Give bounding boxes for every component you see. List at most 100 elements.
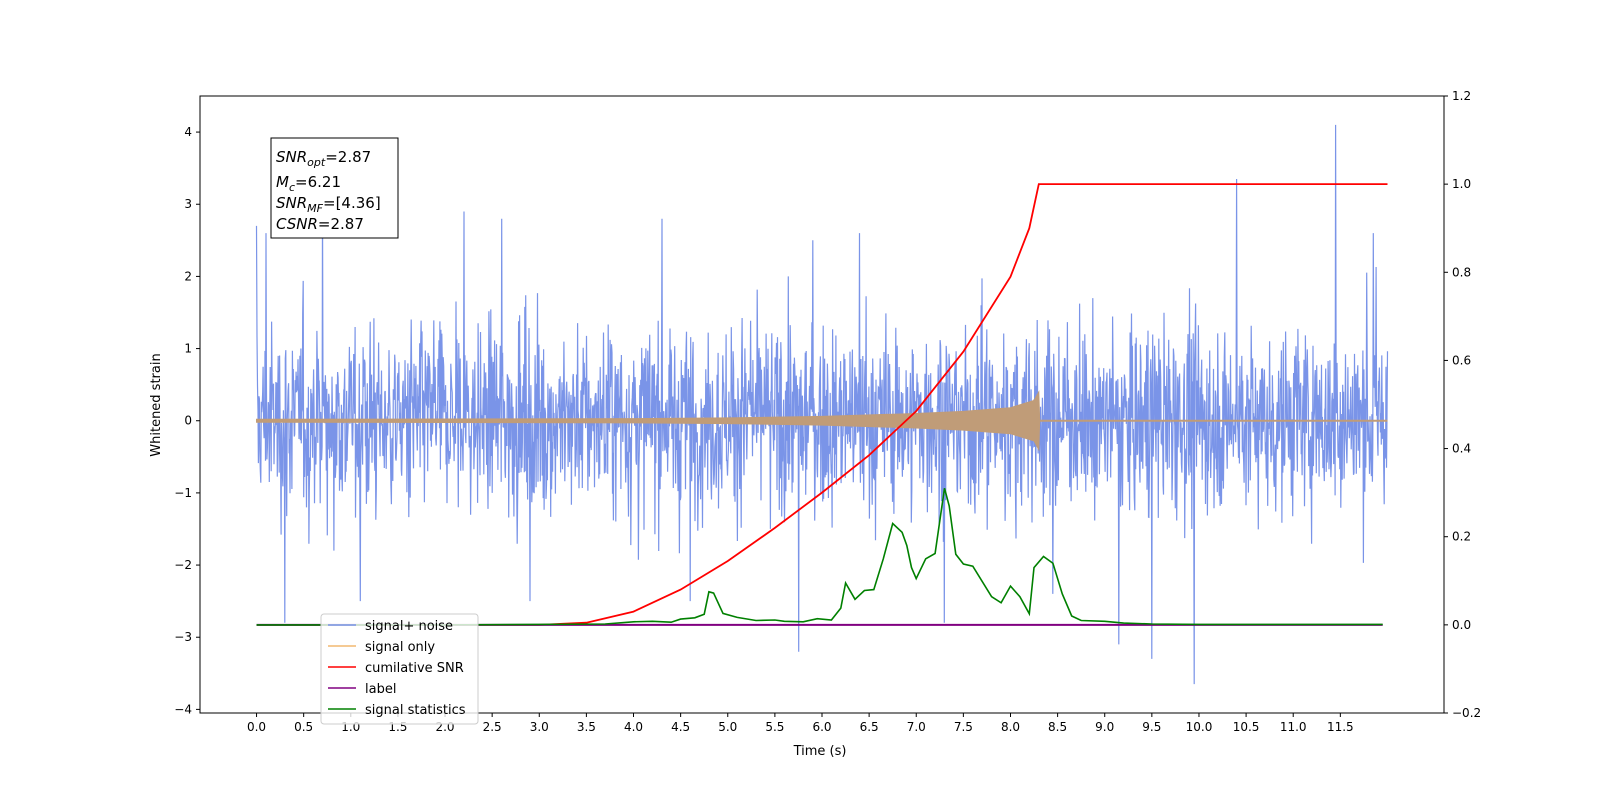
- x-tick: 3.0: [530, 713, 549, 734]
- y-tick-right: −0.2: [1444, 706, 1481, 720]
- x-axis-label: Time (s): [793, 744, 847, 759]
- x-tick: 9.0: [1095, 713, 1114, 734]
- y-tick-right: 0.4: [1444, 442, 1471, 456]
- y-tick-left: 1: [184, 342, 200, 356]
- x-tick-label: 6.5: [860, 720, 879, 734]
- y-tick-right: 1.2: [1444, 89, 1471, 103]
- legend-item-signal-statistics: signal statistics: [328, 703, 466, 718]
- y-tick-label: 1.2: [1452, 89, 1471, 103]
- x-tick-label: 11.5: [1327, 720, 1354, 734]
- annotation-frame: [270, 137, 399, 239]
- y-tick-label: −4: [174, 702, 192, 716]
- y-tick-right: 1.0: [1444, 177, 1471, 191]
- x-tick: 8.5: [1048, 713, 1067, 734]
- y-tick-label: 0: [184, 414, 192, 428]
- y-tick-left: −3: [174, 630, 200, 644]
- annotation-csnr: CSNR=2.87: [276, 215, 364, 233]
- y-tick-right: 0.8: [1444, 265, 1471, 279]
- x-tick: 5.0: [718, 713, 737, 734]
- y-tick-label: −2: [174, 558, 192, 572]
- x-tick-label: 10.5: [1233, 720, 1260, 734]
- series-signal-plus-noise: [255, 124, 1389, 685]
- y-tick-left: −1: [174, 486, 200, 500]
- plot-area: [255, 124, 1389, 685]
- x-tick: 6.0: [812, 713, 832, 734]
- y-tick-label: −3: [174, 630, 192, 644]
- legend-frame: [320, 613, 479, 725]
- legend-label: signal+ noise: [365, 619, 453, 634]
- x-tick-label: 9.0: [1095, 720, 1114, 734]
- x-tick: 10.0: [1186, 713, 1213, 734]
- x-tick-label: 4.5: [671, 720, 690, 734]
- legend-label: signal statistics: [365, 703, 466, 718]
- annotation-mc: Mc=6.21: [276, 173, 341, 194]
- y-tick-label: 0.8: [1452, 265, 1471, 279]
- y-tick-label: 4: [184, 125, 192, 139]
- x-tick-label: 7.0: [907, 720, 926, 734]
- x-tick: 3.5: [577, 713, 596, 734]
- x-tick: 0.0: [247, 713, 266, 734]
- x-tick-label: 8.0: [1001, 720, 1020, 734]
- annotation-snr-mf: SNRMF=[4.36]: [276, 194, 381, 215]
- x-tick-label: 6.0: [812, 720, 831, 734]
- series-signal-only: [256, 390, 1388, 452]
- y-axis-label: Whitened strain: [149, 353, 164, 456]
- x-tick: 0.5: [294, 713, 313, 734]
- x-tick-label: 9.5: [1142, 720, 1161, 734]
- legend-item-label: label: [328, 682, 396, 697]
- x-tick: 9.5: [1142, 713, 1161, 734]
- y-tick-right: 0.2: [1444, 530, 1471, 544]
- annotation-box: SNRopt=2.87 Mc=6.21 SNRMF=[4.36] CSNR=2.…: [270, 137, 399, 239]
- x-tick-label: 5.0: [718, 720, 737, 734]
- y-tick-left: −2: [174, 558, 200, 572]
- x-tick: 10.5: [1233, 713, 1260, 734]
- x-tick: 8.0: [1001, 713, 1020, 734]
- y-axis-left-ticks: 4 3 2 1 0 −1 −2 −3 −4: [174, 125, 200, 716]
- y-tick-label: 0.0: [1452, 618, 1471, 632]
- y-tick-label: 2: [184, 269, 192, 283]
- legend-item-cumilative-snr: cumilative SNR: [328, 661, 464, 676]
- x-tick: 7.0: [907, 713, 926, 734]
- x-tick-label: 8.5: [1048, 720, 1067, 734]
- x-tick: 11.0: [1280, 713, 1307, 734]
- y-tick-label: 1: [184, 342, 192, 356]
- x-tick-label: 11.0: [1280, 720, 1307, 734]
- x-tick-label: 0.5: [294, 720, 313, 734]
- y-tick-label: 3: [184, 197, 192, 211]
- annotation-snr-opt: SNRopt=2.87: [276, 148, 371, 169]
- x-tick-label: 3.0: [530, 720, 549, 734]
- x-tick: 5.5: [765, 713, 784, 734]
- y-tick-label: −1: [174, 486, 192, 500]
- x-tick-label: 10.0: [1186, 720, 1213, 734]
- x-tick: 11.5: [1327, 713, 1354, 734]
- legend: signal+ noise signal only cumilative SNR…: [320, 613, 479, 725]
- y-tick-label: 1.0: [1452, 177, 1471, 191]
- y-tick-left: 3: [184, 197, 200, 211]
- legend-label: cumilative SNR: [365, 661, 464, 676]
- y-tick-right: 0.6: [1444, 353, 1471, 367]
- legend-label: signal only: [365, 640, 435, 655]
- y-tick-label: 0.2: [1452, 530, 1471, 544]
- legend-item-signal-only: signal only: [328, 640, 435, 655]
- signal-plus-noise-line: [255, 124, 1389, 685]
- x-tick-label: 3.5: [577, 720, 596, 734]
- x-tick-label: 7.5: [954, 720, 973, 734]
- x-tick-label: 0.0: [247, 720, 266, 734]
- x-tick: 4.5: [671, 713, 690, 734]
- y-tick-left: 0: [184, 414, 200, 428]
- y-tick-label: −0.2: [1452, 706, 1481, 720]
- signal-statistics-line: [256, 487, 1383, 626]
- series-signal-statistics: [256, 487, 1383, 626]
- legend-item-signal-plus-noise: signal+ noise: [328, 619, 453, 634]
- y-tick-label: 0.4: [1452, 442, 1471, 456]
- x-tick: 4.0: [624, 713, 643, 734]
- x-tick: 2.5: [483, 713, 502, 734]
- y-tick-right: 0.0: [1444, 618, 1471, 632]
- x-tick-label: 2.5: [483, 720, 502, 734]
- y-tick-left: −4: [174, 702, 200, 716]
- x-tick: 6.5: [860, 713, 879, 734]
- x-tick: 7.5: [954, 713, 973, 734]
- x-tick-label: 5.5: [765, 720, 784, 734]
- x-tick-label: 4.0: [624, 720, 643, 734]
